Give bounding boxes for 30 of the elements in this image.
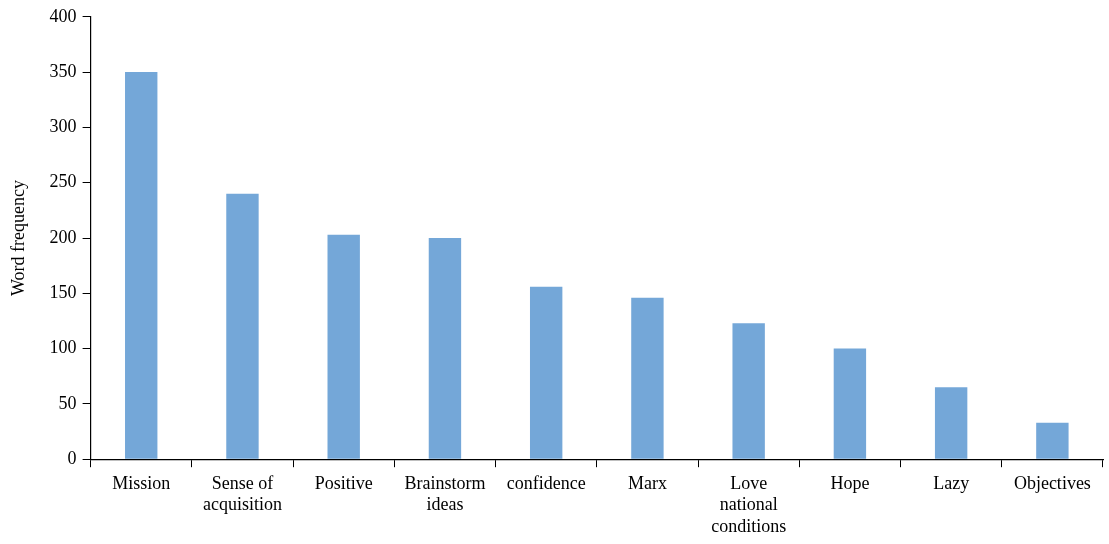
bar bbox=[125, 72, 158, 459]
x-tick-label: Brainstorm ideas bbox=[404, 472, 486, 515]
bar bbox=[934, 387, 968, 459]
bar bbox=[732, 323, 765, 459]
x-tick-label: Objectives bbox=[1013, 472, 1091, 493]
x-tick-label: Lazy bbox=[933, 472, 970, 493]
bar bbox=[327, 234, 360, 459]
y-tick-label: 0 bbox=[67, 447, 77, 468]
x-tick-label: Mission bbox=[112, 472, 171, 493]
y-tick-label: 250 bbox=[49, 171, 77, 192]
bar bbox=[428, 238, 462, 459]
x-tick-label: Marx bbox=[627, 472, 667, 493]
bar bbox=[631, 297, 664, 459]
y-tick-label: 350 bbox=[49, 60, 77, 81]
y-tick-label: 100 bbox=[49, 337, 77, 358]
bar bbox=[529, 286, 563, 459]
bar bbox=[833, 348, 867, 459]
y-tick-label: 400 bbox=[49, 5, 77, 26]
x-tick-label: Sense of acquisition bbox=[202, 472, 282, 515]
y-tick-label: 200 bbox=[49, 226, 77, 247]
bar bbox=[1036, 422, 1069, 459]
y-tick-label: 150 bbox=[49, 282, 77, 303]
x-tick-label: Positive bbox=[314, 472, 373, 493]
x-tick-label: Love national conditions bbox=[711, 472, 787, 536]
x-tick-label: confidence bbox=[506, 472, 586, 493]
y-axis-title: Word frequency bbox=[7, 180, 28, 296]
x-tick-label: Hope bbox=[830, 472, 870, 493]
y-tick-label: 300 bbox=[49, 116, 77, 137]
y-tick-label: 50 bbox=[58, 392, 77, 413]
bar bbox=[226, 193, 259, 459]
